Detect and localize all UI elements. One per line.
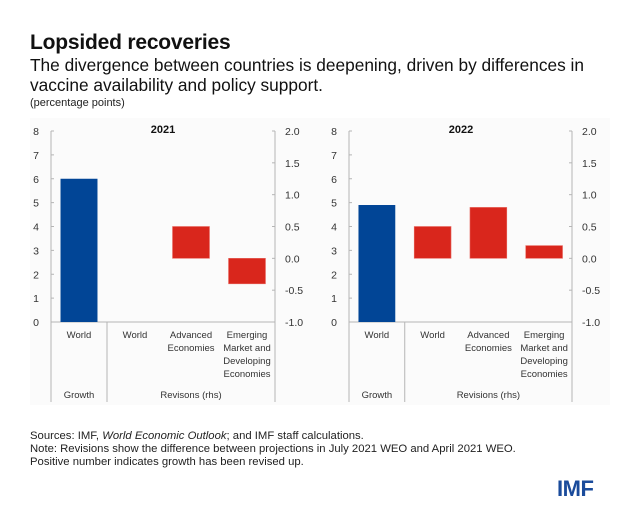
category-label: Developing bbox=[223, 356, 271, 367]
revision-bar-2 bbox=[469, 207, 508, 259]
imf-logo: IMF bbox=[557, 476, 594, 501]
category-label: Emerging bbox=[524, 330, 565, 341]
group-label: Revisions (rhs) bbox=[457, 390, 520, 401]
footnotes: Sources: IMF, World Economic Outlook; an… bbox=[30, 430, 516, 469]
sources-note: Sources: IMF, World Economic Outlook; an… bbox=[30, 430, 516, 443]
right-tick-label: 1.5 bbox=[285, 158, 300, 170]
sources-prefix: Sources: IMF, bbox=[30, 430, 103, 442]
revision-bar-2 bbox=[172, 226, 210, 259]
left-tick-label: 7 bbox=[33, 150, 39, 162]
right-tick-label: 2.0 bbox=[285, 126, 300, 138]
category-label: Advanced bbox=[170, 330, 212, 341]
panel-year-title: 2022 bbox=[449, 124, 473, 136]
category-label: Developing bbox=[520, 356, 568, 367]
category-label: Economies bbox=[224, 369, 271, 380]
category-label: Market and bbox=[520, 343, 568, 354]
category-label: Economies bbox=[521, 369, 568, 380]
chart-panel-background bbox=[30, 118, 610, 405]
revision-bar-1 bbox=[413, 226, 452, 259]
chart-title: Lopsided recoveries bbox=[30, 31, 231, 54]
left-tick-label: 1 bbox=[33, 293, 39, 305]
left-tick-label: 7 bbox=[331, 150, 337, 162]
right-tick-label: 0.5 bbox=[582, 222, 597, 234]
category-label: World bbox=[67, 330, 92, 341]
category-label: Economies bbox=[168, 343, 215, 354]
right-tick-label: 1.5 bbox=[582, 158, 597, 170]
right-tick-label: 0.0 bbox=[285, 253, 300, 265]
right-tick-label: -0.5 bbox=[285, 285, 303, 297]
left-tick-label: 6 bbox=[331, 174, 337, 186]
sources-suffix: ; and IMF staff calculations. bbox=[226, 430, 364, 442]
growth-bar-0 bbox=[358, 205, 396, 322]
right-tick-label: 2.0 bbox=[582, 126, 597, 138]
revision-bar-3 bbox=[525, 245, 563, 259]
left-tick-label: 5 bbox=[331, 198, 337, 210]
sources-publication: World Economic Outlook bbox=[102, 430, 227, 442]
left-tick-label: 1 bbox=[331, 293, 337, 305]
left-tick-label: 2 bbox=[331, 269, 337, 281]
left-tick-label: 3 bbox=[33, 245, 39, 257]
category-label: World bbox=[420, 330, 445, 341]
left-tick-label: 0 bbox=[33, 317, 39, 329]
right-tick-label: -0.5 bbox=[582, 285, 600, 297]
growth-bar-0 bbox=[60, 178, 98, 322]
category-label: Advanced bbox=[467, 330, 509, 341]
category-label: Market and bbox=[223, 343, 271, 354]
left-tick-label: 8 bbox=[331, 126, 337, 138]
category-label: World bbox=[365, 330, 390, 341]
note-line-2: Positive number indicates growth has bee… bbox=[30, 456, 304, 468]
group-label: Growth bbox=[362, 390, 393, 401]
left-tick-label: 0 bbox=[331, 317, 337, 329]
left-tick-label: 8 bbox=[33, 126, 39, 138]
left-tick-label: 4 bbox=[331, 222, 337, 234]
chart-subtitle: The divergence between countries is deep… bbox=[30, 55, 584, 95]
group-label: Revisons (rhs) bbox=[160, 390, 221, 401]
category-label: World bbox=[123, 330, 148, 341]
category-label: Economies bbox=[465, 343, 512, 354]
revision-bar-3 bbox=[228, 258, 266, 285]
right-tick-label: 0.0 bbox=[582, 253, 597, 265]
left-tick-label: 5 bbox=[33, 198, 39, 210]
right-tick-label: 0.5 bbox=[285, 222, 300, 234]
left-tick-label: 6 bbox=[33, 174, 39, 186]
right-tick-label: -1.0 bbox=[582, 317, 600, 329]
units-label: (percentage points) bbox=[30, 97, 125, 109]
group-label: Growth bbox=[64, 390, 95, 401]
category-label: Emerging bbox=[227, 330, 268, 341]
left-tick-label: 2 bbox=[33, 269, 39, 281]
note-line-1: Note: Revisions show the difference betw… bbox=[30, 443, 516, 455]
right-tick-label: 1.0 bbox=[285, 190, 300, 202]
right-tick-label: 1.0 bbox=[582, 190, 597, 202]
left-tick-label: 4 bbox=[33, 222, 39, 234]
panel-year-title: 2021 bbox=[151, 124, 175, 136]
right-tick-label: -1.0 bbox=[285, 317, 303, 329]
left-tick-label: 3 bbox=[331, 245, 337, 257]
